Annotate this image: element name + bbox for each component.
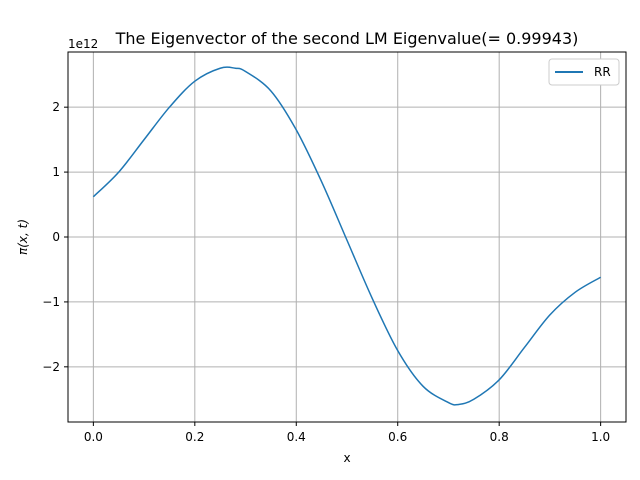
y-tick-label: −2: [42, 360, 60, 374]
series-layer: [92, 66, 602, 406]
y-tick-label: 1: [52, 165, 60, 179]
chart-title: The Eigenvector of the second LM Eigenva…: [115, 29, 579, 48]
y-tick-label: −1: [42, 295, 60, 309]
x-tick-label: 1.0: [591, 430, 610, 444]
axes-frame: [67, 51, 627, 423]
y-tick-label: 2: [52, 100, 60, 114]
grid: [68, 52, 626, 422]
x-tick-label: 0.0: [84, 430, 103, 444]
x-tick-label: 0.8: [490, 430, 509, 444]
x-tick-label: 0.2: [185, 430, 204, 444]
legend-label-RR: RR: [594, 65, 611, 79]
x-tick-label: 0.6: [388, 430, 407, 444]
y-tick-label: 0: [52, 230, 60, 244]
series-line-RR: [92, 66, 602, 406]
y-offset-label: 1e12: [68, 37, 98, 51]
x-axis-title: x: [343, 451, 350, 465]
legend-box: [548, 58, 620, 86]
y-axis-title: π(x, t): [16, 219, 30, 255]
ticks: 0.0 0.2 0.4 0.6 0.8 1.0 −2 −1 0 1 2: [42, 100, 610, 444]
x-tick-label: 0.4: [287, 430, 306, 444]
legend: RR: [548, 58, 620, 86]
